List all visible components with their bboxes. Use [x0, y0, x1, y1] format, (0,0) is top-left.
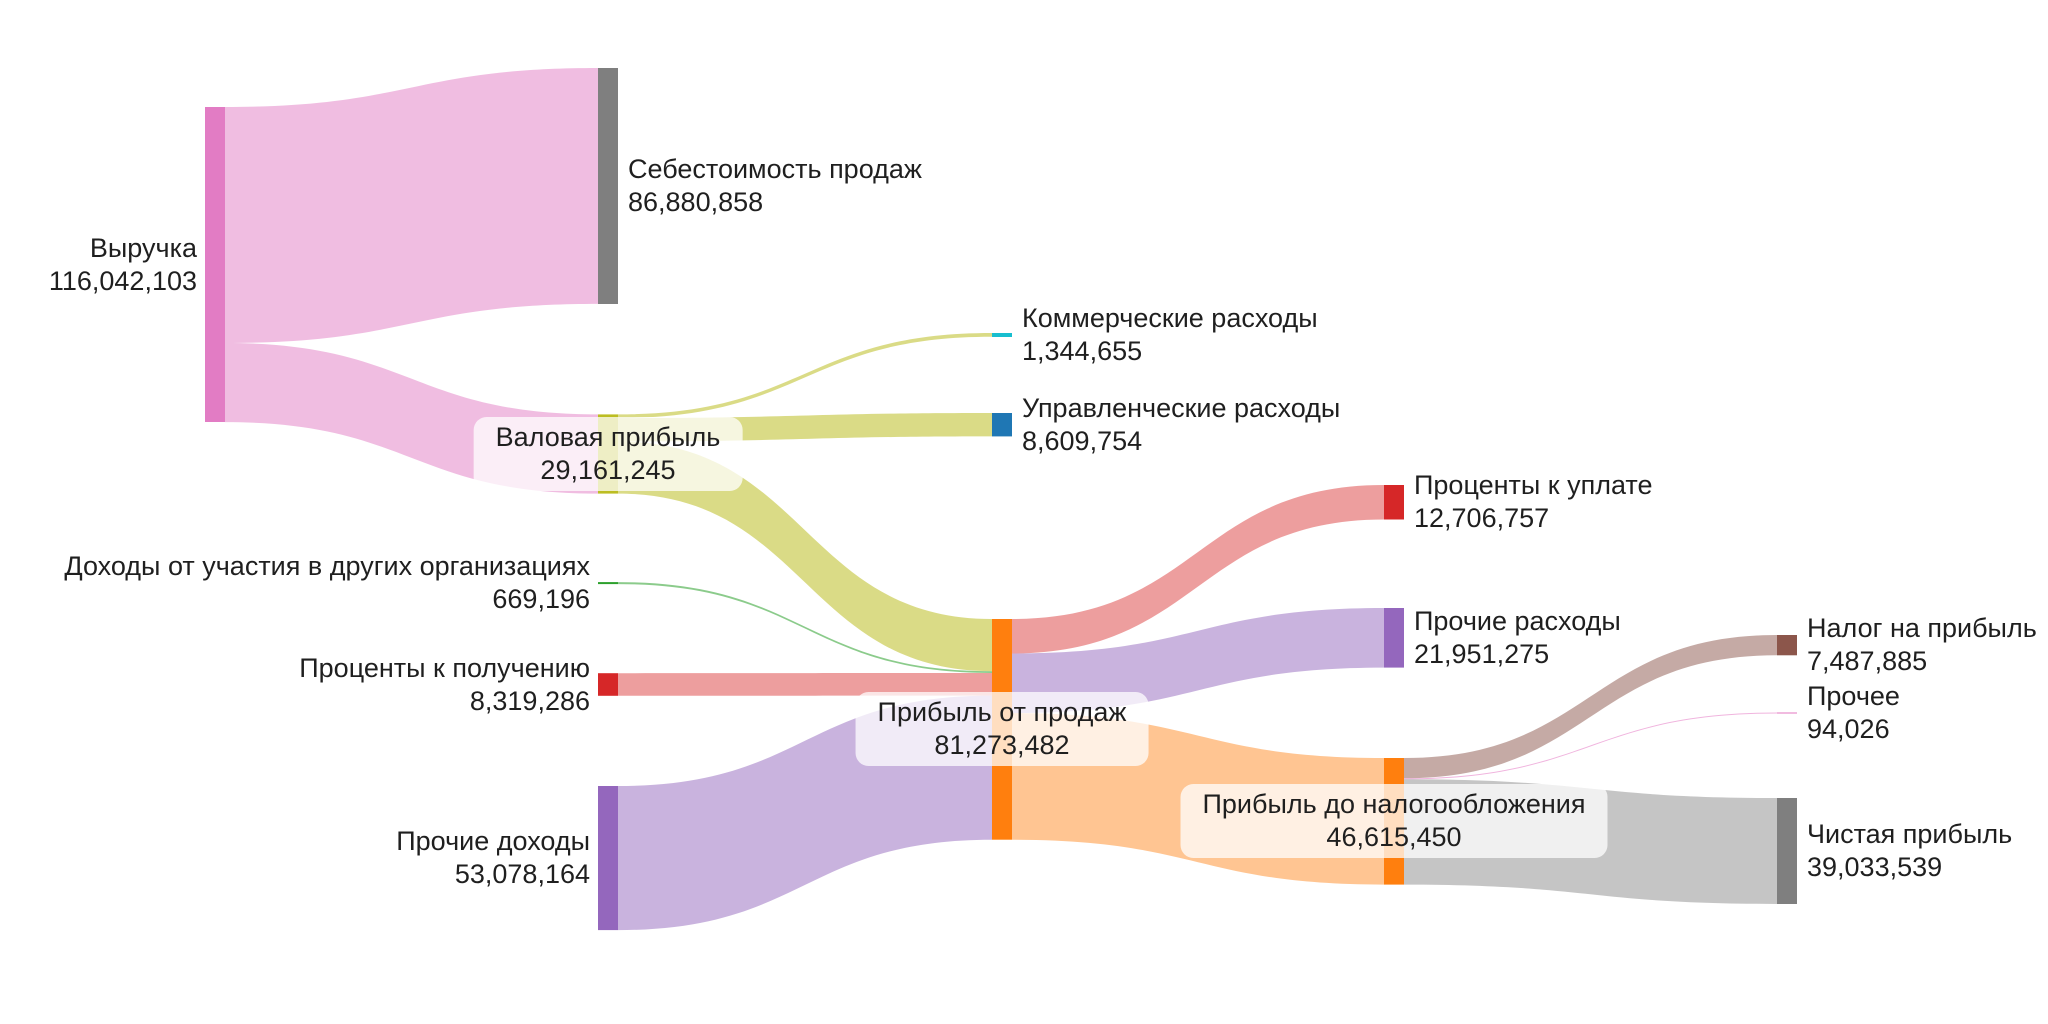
sankey-node-upravlencheskie[interactable]	[992, 413, 1012, 437]
sankey-link-vyruchka-sebestoimost[interactable]	[225, 68, 598, 343]
node-label-nalog-value: 7,487,885	[1807, 646, 1928, 677]
node-label-dokhody_uchastiya: Доходы от участия в других организациях 6…	[64, 550, 590, 616]
node-label-kommercheskie: Коммерческие расходы 1,344,655	[1022, 302, 1318, 368]
node-label-pribyl_do_nalog: Прибыль до налогообложения 46,615,450	[1180, 784, 1608, 859]
sankey-node-vyruchka[interactable]	[205, 107, 225, 422]
sankey-node-prochie_raskhody[interactable]	[1384, 608, 1404, 668]
sankey-node-nalog[interactable]	[1777, 635, 1797, 656]
node-label-prochee: Прочее 94,026	[1807, 680, 1900, 746]
sankey-node-procenty_poluch[interactable]	[598, 673, 618, 696]
node-label-valovaya-value: 29,161,245	[540, 455, 676, 485]
node-label-sebestoimost-name: Себестоимость продаж	[628, 154, 922, 184]
node-label-upravlencheskie-name: Управленческие расходы	[1022, 392, 1341, 423]
node-label-pribyl_prodazh-value: 81,273,482	[934, 730, 1070, 761]
node-label-prochie_raskhody-value: 21,951,275	[1414, 638, 1550, 669]
node-label-chistaya: Чистая прибыль 39,033,539	[1807, 818, 2012, 884]
node-label-procenty_poluch-value: 8,319,286	[469, 685, 590, 716]
sankey-link-pribyl_prodazh-procenty_uplate[interactable]	[1012, 485, 1384, 654]
node-label-procenty_uplate-name: Проценты к уплате	[1414, 470, 1653, 501]
node-label-valovaya: Валовая прибыль 29,161,245	[473, 417, 743, 491]
node-label-prochie_dokhody-value: 53,078,164	[454, 859, 590, 890]
sankey-link-procenty_poluch-pribyl_prodazh[interactable]	[618, 673, 992, 696]
sankey-node-prochee[interactable]	[1777, 712, 1797, 714]
node-label-prochee-name: Прочее	[1807, 681, 1900, 711]
node-label-procenty_poluch-name: Проценты к получению	[299, 652, 590, 683]
sankey-node-procenty_uplate[interactable]	[1384, 485, 1404, 520]
sankey-node-kommercheskie[interactable]	[992, 333, 1012, 337]
node-label-nalog-name: Налог на прибыль	[1807, 613, 2037, 644]
node-label-kommercheskie-name: Коммерческие расходы	[1022, 303, 1318, 333]
sankey-link-pribyl_do_nalog-prochee[interactable]	[1404, 712, 1777, 780]
node-label-kommercheskie-value: 1,344,655	[1022, 336, 1143, 366]
node-label-vyruchka: Выручка 116,042,103	[49, 232, 197, 298]
node-label-procenty_uplate: Проценты к уплате 12,706,757	[1414, 469, 1653, 535]
node-label-procenty_uplate-value: 12,706,757	[1414, 503, 1550, 534]
node-label-pribyl_prodazh-name: Прибыль от продаж	[877, 697, 1127, 728]
node-label-prochie_raskhody-name: Прочие расходы	[1414, 605, 1621, 636]
node-label-prochee-value: 94,026	[1807, 714, 1890, 744]
node-label-dokhody_uchastiya-value: 669,196	[492, 584, 590, 615]
node-label-chistaya-value: 39,033,539	[1807, 852, 1943, 882]
node-label-prochie_dokhody-name: Прочие доходы	[396, 826, 590, 857]
sankey-link-pribyl_do_nalog-nalog[interactable]	[1404, 635, 1777, 779]
node-label-procenty_poluch: Проценты к получению 8,319,286	[299, 652, 590, 718]
sankey-node-dokhody_uchastiya[interactable]	[598, 582, 618, 585]
sankey-node-sebestoimost[interactable]	[598, 68, 618, 304]
sankey-link-valovaya-kommercheskie[interactable]	[618, 333, 992, 419]
node-label-nalog: Налог на прибыль 7,487,885	[1807, 612, 2037, 678]
node-label-upravlencheskie-value: 8,609,754	[1022, 425, 1143, 456]
node-label-prochie_dokhody: Прочие доходы 53,078,164	[396, 825, 590, 891]
sankey-node-chistaya[interactable]	[1777, 798, 1797, 904]
node-label-pribyl_do_nalog-value: 46,615,450	[1326, 822, 1462, 853]
node-label-vyruchka-value: 116,042,103	[48, 265, 197, 296]
node-label-pribyl_prodazh: Прибыль от продаж 81,273,482	[855, 692, 1149, 767]
sankey-node-prochie_dokhody[interactable]	[598, 786, 618, 931]
node-label-sebestoimost-value: 86,880,858	[628, 187, 764, 217]
node-label-upravlencheskie: Управленческие расходы 8,609,754	[1022, 392, 1340, 458]
node-label-sebestoimost: Себестоимость продаж 86,880,858	[628, 153, 922, 219]
node-label-prochie_raskhody: Прочие расходы 21,951,275	[1414, 605, 1621, 671]
sankey-link-valovaya-pribyl_prodazh[interactable]	[618, 441, 992, 672]
node-label-pribyl_do_nalog-name: Прибыль до налогообложения	[1202, 789, 1586, 820]
node-label-dokhody_uchastiya-name: Доходы от участия в других организациях	[64, 551, 590, 582]
sankey-link-dokhody_uchastiya-pribyl_prodazh[interactable]	[618, 582, 992, 673]
node-label-vyruchka-name: Выручка	[89, 232, 197, 263]
sankey-link-pribyl_prodazh-prochie_raskhody[interactable]	[1012, 608, 1384, 714]
node-label-valovaya-name: Валовая прибыль	[495, 422, 721, 452]
node-label-chistaya-name: Чистая прибыль	[1807, 819, 2013, 849]
